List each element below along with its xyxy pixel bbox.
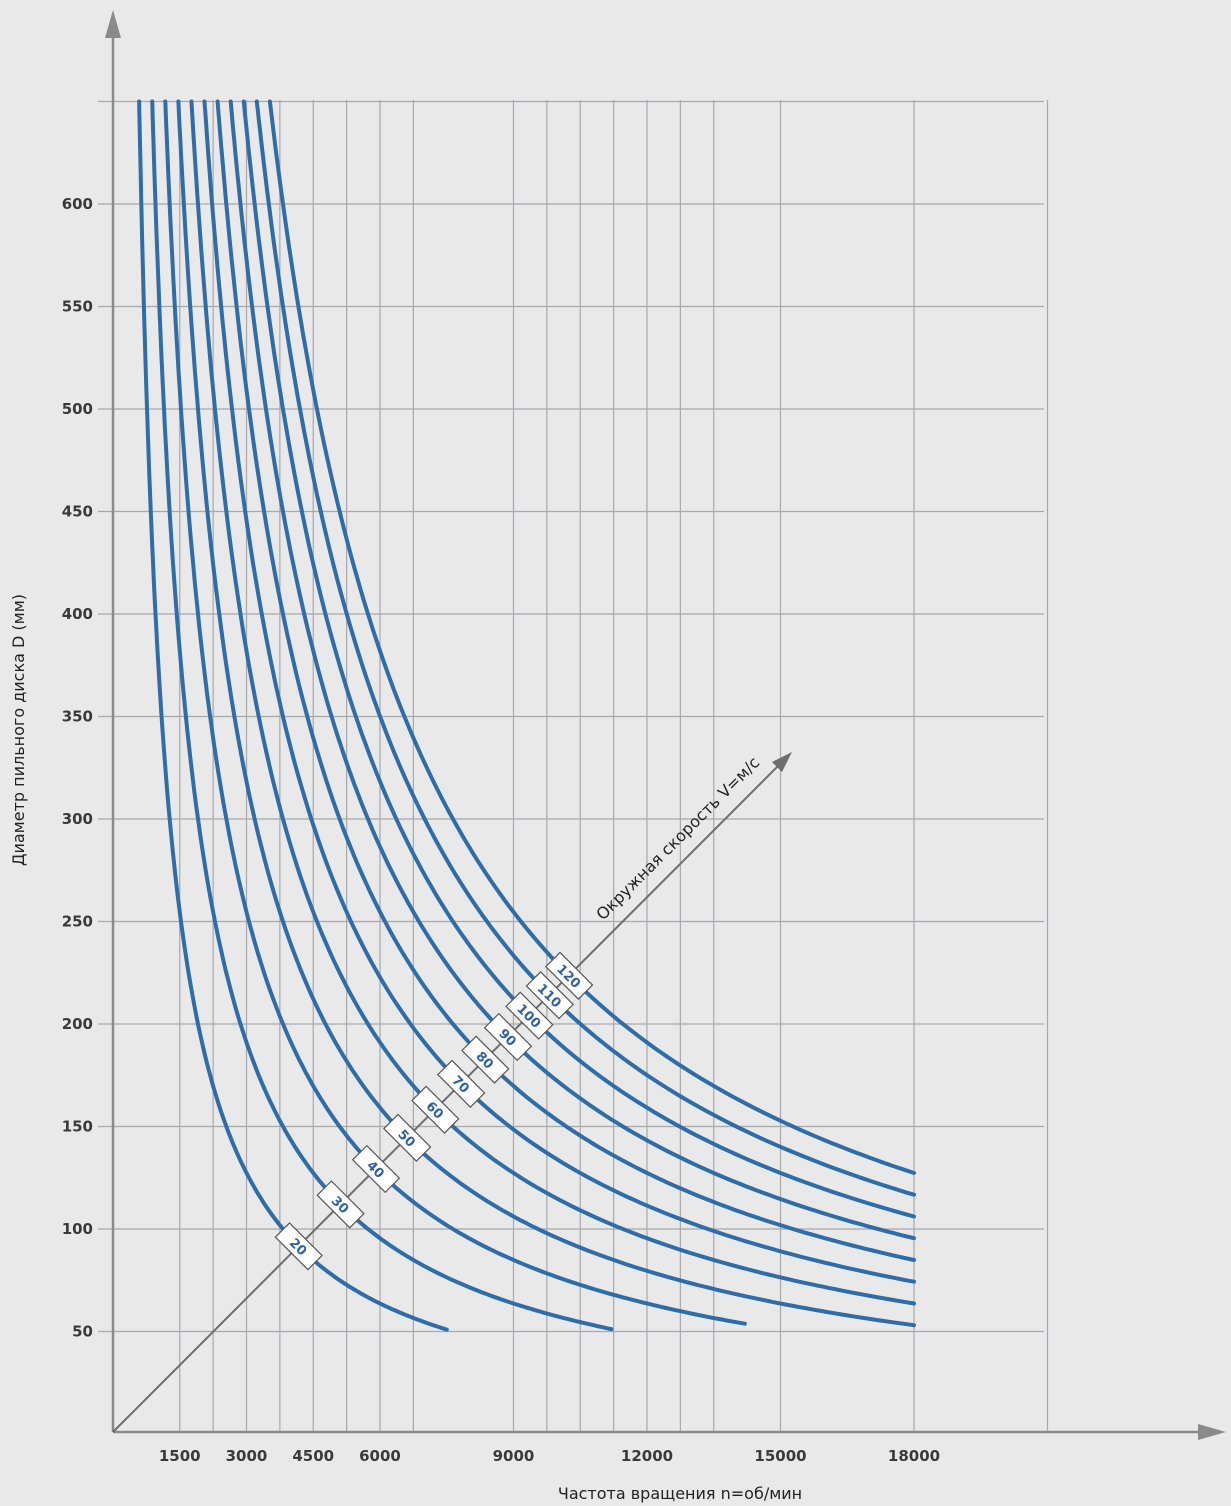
speed-curve-20	[137, 99, 449, 1332]
speed-label-box	[437, 1059, 486, 1108]
speed-label-80: 80	[461, 1035, 510, 1084]
speed-label-40: 40	[351, 1144, 401, 1194]
speed-label-box	[383, 1113, 432, 1162]
x-tick-label: 18000	[888, 1447, 940, 1465]
speed-curve-30	[150, 99, 614, 1332]
tick-labels: 1500 3000 4500 6000 9000 12000 15000 18000 50 100…	[62, 195, 940, 1465]
x-tick-label: 6000	[359, 1447, 401, 1465]
y-tick-label: 600	[62, 195, 93, 213]
speed-label-20: 20	[274, 1222, 323, 1271]
speed-curve-60	[189, 99, 916, 1306]
axes	[105, 10, 1226, 1440]
speed-curve-90	[228, 99, 916, 1241]
x-tick-label: 9000	[493, 1447, 535, 1465]
speed-label-box	[351, 1144, 401, 1194]
speed-label-box	[274, 1222, 323, 1271]
speed-label-90: 90	[483, 1012, 533, 1062]
x-tick-label: 15000	[754, 1447, 806, 1465]
y-tick-label: 250	[62, 913, 93, 931]
speed-curves	[137, 99, 916, 1332]
y-tick-label: 350	[62, 708, 93, 726]
x-tick-label: 12000	[621, 1447, 673, 1465]
speed-label-box	[505, 991, 554, 1040]
y-tick-label: 100	[62, 1220, 93, 1238]
speed-label-60: 60	[411, 1085, 460, 1134]
speed-label-box	[316, 1180, 365, 1229]
x-tick-label: 1500	[159, 1447, 201, 1465]
y-axis-arrow	[105, 10, 121, 38]
x-axis-arrow	[1198, 1424, 1226, 1440]
y-tick-label: 300	[62, 810, 93, 828]
speed-curve-70	[202, 99, 916, 1284]
y-tick-label: 400	[62, 605, 93, 623]
speed-label-box	[545, 951, 594, 1000]
speed-curve-80	[215, 99, 916, 1262]
y-tick-label: 50	[72, 1323, 93, 1341]
x-tick-label: 3000	[226, 1447, 268, 1465]
y-axis-title: Диаметр пильного диска D (мм)	[9, 594, 28, 866]
speed-curve-120	[267, 99, 916, 1175]
grid	[98, 100, 1049, 1432]
speed-label-50: 50	[383, 1113, 432, 1162]
speed-label-box	[411, 1085, 460, 1134]
speed-label-70: 70	[437, 1059, 486, 1108]
speed-axis-arrow	[772, 752, 792, 772]
speed-curve-110	[254, 99, 916, 1197]
speed-axis-line	[112, 760, 784, 1433]
speed-label-box	[461, 1035, 510, 1084]
y-tick-label: 500	[62, 400, 93, 418]
y-tick-label: 200	[62, 1015, 93, 1033]
speed-axis-title: Окружная скорость V=м/с	[592, 753, 763, 924]
x-axis-title: Частота вращения n=об/мин	[558, 1484, 802, 1503]
y-tick-label: 150	[62, 1118, 93, 1136]
x-tick-label: 4500	[292, 1447, 334, 1465]
speed-curve-50	[176, 99, 916, 1328]
speed-label-box	[483, 1012, 533, 1062]
speed-label-30: 30	[316, 1180, 365, 1229]
speed-curve-100	[241, 99, 916, 1219]
speed-curve-40	[163, 99, 747, 1326]
speed-label-box	[525, 971, 574, 1020]
y-tick-label: 550	[62, 298, 93, 316]
y-tick-label: 450	[62, 503, 93, 521]
